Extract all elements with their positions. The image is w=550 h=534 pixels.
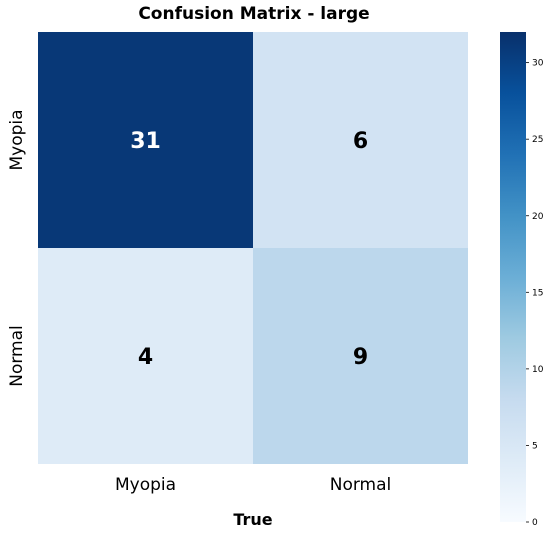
colorbar-tick-label: 30 bbox=[532, 59, 544, 69]
colorbar-tick-label: 5 bbox=[532, 441, 538, 451]
heatmap-cell bbox=[38, 248, 253, 464]
colorbar-tick-label: 0 bbox=[532, 518, 538, 528]
cell-value-label: 31 bbox=[130, 129, 161, 154]
colorbar-tick-label: 15 bbox=[532, 288, 543, 298]
colorbar-ticks: 0 5 10 15 20 25 30 bbox=[526, 59, 544, 528]
x-tick-labels: Myopia Normal bbox=[115, 475, 391, 495]
heatmap-cell bbox=[38, 32, 253, 248]
chart-title: Confusion Matrix - large bbox=[138, 4, 369, 24]
y-tick-label: Myopia bbox=[7, 109, 27, 170]
cell-value-label: 4 bbox=[138, 345, 153, 370]
heatmap-cell-labels: 31 6 4 9 bbox=[130, 129, 368, 370]
x-tick-label: Myopia bbox=[115, 475, 176, 495]
x-axis-title: True bbox=[233, 510, 272, 529]
y-tick-label: Normal bbox=[7, 325, 27, 387]
colorbar-tick-label: 10 bbox=[532, 365, 544, 375]
y-tick-labels: Myopia Normal bbox=[7, 109, 27, 386]
heatmap-cell bbox=[253, 248, 468, 464]
x-tick-label: Normal bbox=[330, 475, 392, 495]
colorbar-tick-label: 20 bbox=[532, 212, 544, 222]
colorbar bbox=[500, 32, 526, 522]
heatmap-cells bbox=[38, 32, 468, 464]
heatmap-cell bbox=[253, 32, 468, 248]
cell-value-label: 6 bbox=[353, 129, 368, 154]
colorbar-tick-label: 25 bbox=[532, 135, 543, 145]
cell-value-label: 9 bbox=[353, 345, 368, 370]
